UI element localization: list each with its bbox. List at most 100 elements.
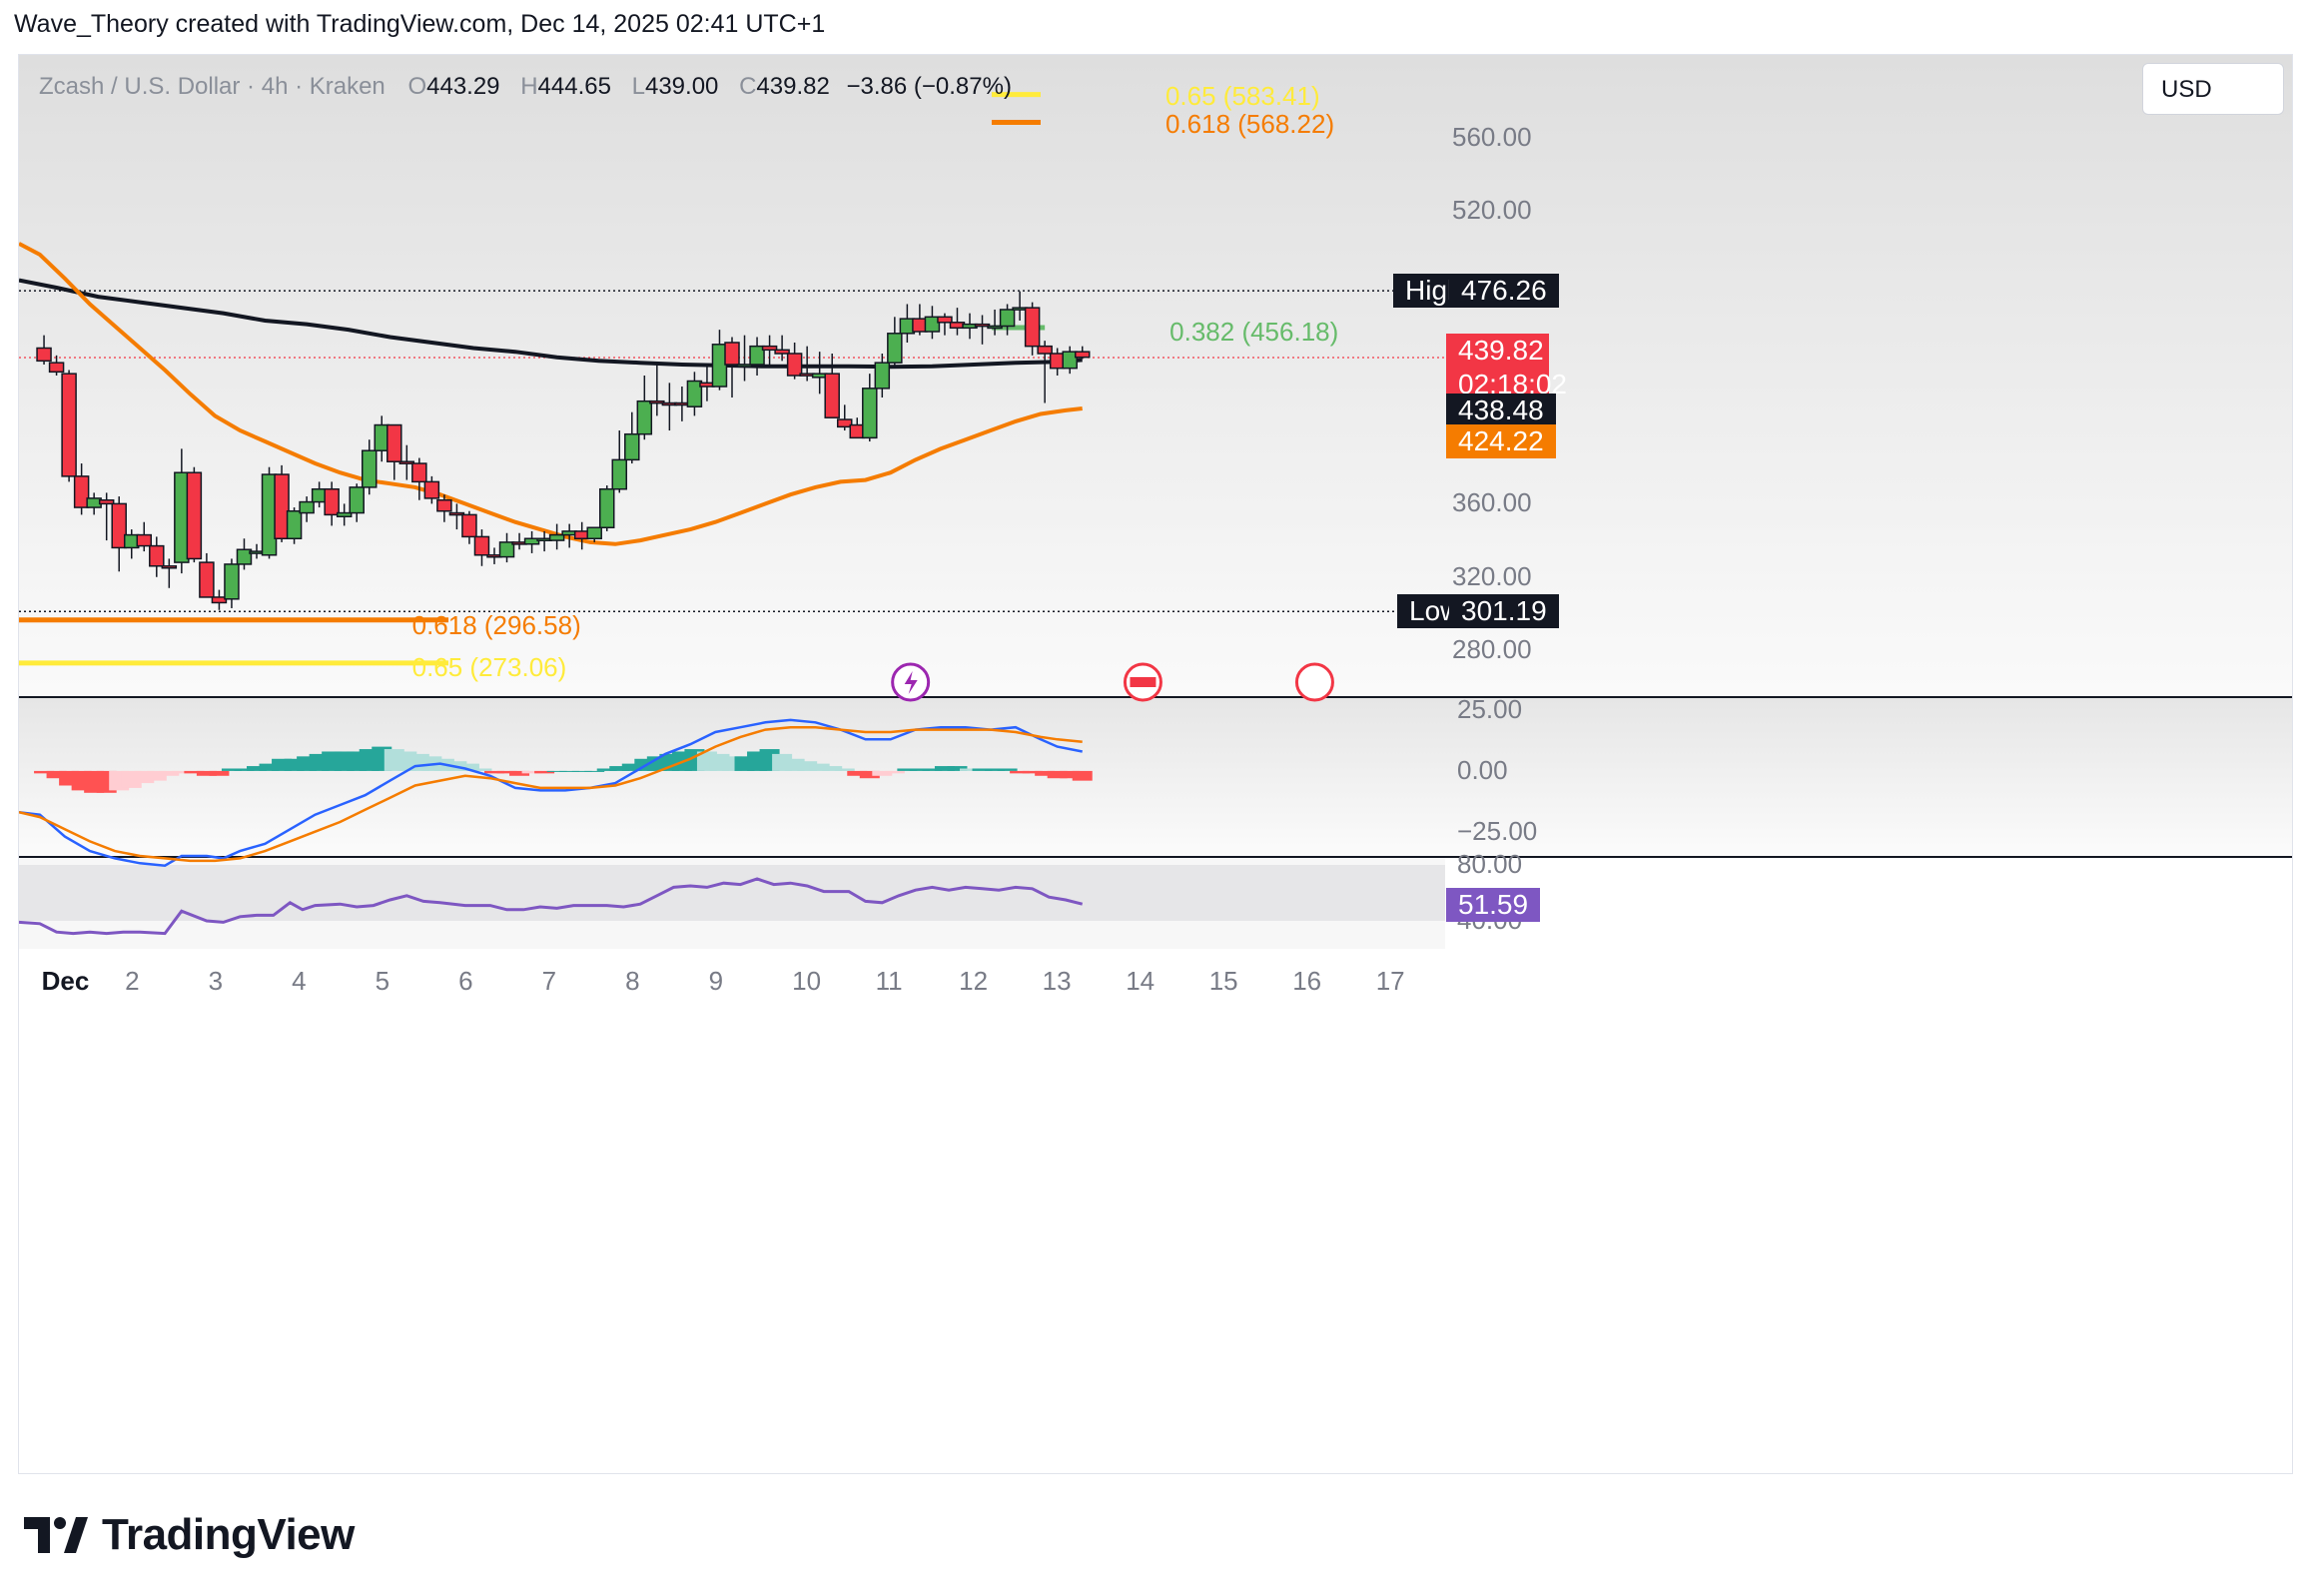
macd-line bbox=[19, 718, 1083, 867]
macd-histogram-bar bbox=[621, 763, 642, 771]
us-flag-stripes bbox=[1130, 677, 1156, 687]
high-value: 444.65 bbox=[537, 73, 611, 100]
macd-histogram-bar bbox=[596, 768, 617, 771]
candle-down bbox=[149, 544, 165, 567]
last-price-tag: 439.82 bbox=[1446, 333, 1549, 368]
candle-down bbox=[386, 423, 402, 462]
candle-up bbox=[236, 548, 253, 565]
macd-histogram-bar bbox=[496, 770, 517, 774]
macd-histogram-bar bbox=[1022, 770, 1043, 774]
rsi-band bbox=[19, 865, 1445, 921]
macd-histogram-bar bbox=[146, 770, 167, 781]
time-axis-label: 17 bbox=[1375, 966, 1405, 996]
candle-down bbox=[649, 399, 665, 404]
candle-down bbox=[937, 316, 953, 324]
macd-histogram-bar bbox=[1060, 770, 1081, 779]
macd-histogram-bar bbox=[972, 768, 993, 771]
candle-up bbox=[624, 432, 640, 461]
macd-histogram-bar bbox=[1035, 770, 1056, 776]
macd-histogram-bar bbox=[247, 766, 267, 771]
time-axis-label: 5 bbox=[375, 966, 390, 996]
candle-down bbox=[436, 498, 452, 512]
chart-frame[interactable]: Zcash / U.S. Dollar · 4h · Kraken O443.2… bbox=[18, 54, 2293, 1474]
macd-pane-background bbox=[19, 698, 2292, 856]
candle-down bbox=[48, 362, 65, 374]
macd-histogram-bar bbox=[458, 763, 479, 771]
candle-up bbox=[598, 487, 615, 528]
candle-up bbox=[586, 526, 602, 540]
candle-up bbox=[987, 325, 1003, 330]
macd-histogram-bar bbox=[46, 770, 67, 779]
time-axis-label: 16 bbox=[1292, 966, 1322, 996]
candle-down bbox=[98, 498, 115, 505]
candle-up bbox=[874, 362, 891, 390]
ma200-tag: 438.48 bbox=[1446, 394, 1556, 428]
candle-down bbox=[761, 345, 778, 352]
candle-down bbox=[1037, 345, 1053, 355]
ma50-line bbox=[19, 242, 1083, 546]
price-axis-label: 280.00 bbox=[1452, 634, 1532, 665]
macd-histogram-bar bbox=[884, 770, 905, 774]
currency-button[interactable]: USD bbox=[2142, 63, 2284, 115]
rsi-line bbox=[19, 877, 1084, 936]
candle-up bbox=[224, 563, 240, 600]
candle-down bbox=[1074, 351, 1091, 359]
candle-down bbox=[411, 462, 427, 483]
macd-histogram-bar bbox=[859, 770, 880, 779]
candle-up bbox=[636, 399, 653, 435]
macd-histogram-bar bbox=[221, 768, 242, 771]
candle-up bbox=[336, 511, 353, 517]
candle-up bbox=[299, 500, 315, 514]
candle-down bbox=[461, 513, 477, 538]
fib-0382-label: 0.382 (456.18) bbox=[1169, 317, 1339, 347]
macd-axis-label: 0.00 bbox=[1457, 754, 1508, 785]
macd-histogram-bar bbox=[997, 768, 1018, 771]
symbol-legend: Zcash / U.S. Dollar · 4h · Kraken O443.2… bbox=[39, 73, 1012, 101]
ma200-line bbox=[19, 278, 1083, 370]
tradingview-logo-icon bbox=[24, 1517, 88, 1553]
price-axis-label: 320.00 bbox=[1452, 560, 1532, 591]
brand-name: TradingView bbox=[102, 1510, 355, 1559]
close-value: 439.82 bbox=[756, 73, 830, 100]
fib-065-top-label: 0.65 (583.41) bbox=[1164, 81, 1320, 111]
candle-up bbox=[523, 537, 540, 545]
macd-histogram-bar bbox=[847, 770, 868, 776]
macd-histogram-bar bbox=[171, 770, 192, 774]
close-label: C bbox=[739, 73, 757, 100]
macd-histogram-bar bbox=[209, 770, 230, 776]
time-axis-label: 12 bbox=[959, 966, 989, 996]
chart-canvas[interactable] bbox=[19, 55, 2292, 1473]
macd-histogram-bar bbox=[259, 763, 280, 771]
candle-up bbox=[924, 316, 941, 333]
time-axis-label: 10 bbox=[792, 966, 822, 996]
open-value: 443.29 bbox=[426, 73, 500, 100]
macd-histogram-bar bbox=[797, 761, 818, 771]
macd-signal-line bbox=[19, 725, 1083, 863]
candle-down bbox=[274, 473, 290, 540]
low-value: 439.00 bbox=[644, 73, 719, 100]
lightning-bolt bbox=[904, 671, 918, 694]
macd-histogram-bar bbox=[534, 770, 555, 774]
candle-up bbox=[749, 345, 765, 366]
candle-up bbox=[999, 309, 1016, 328]
candle-down bbox=[786, 353, 803, 377]
macd-histogram-bar bbox=[947, 766, 968, 771]
time-axis-label: 2 bbox=[125, 966, 140, 996]
macd-histogram-bar bbox=[1072, 770, 1093, 781]
candle-down bbox=[974, 323, 991, 328]
high-label: H bbox=[520, 73, 538, 100]
candle-up bbox=[286, 509, 303, 540]
ma50-tag: 424.22 bbox=[1446, 423, 1556, 458]
candle-up bbox=[361, 449, 378, 488]
time-axis-label: 15 bbox=[1208, 966, 1238, 996]
candle-up bbox=[862, 388, 878, 439]
candle-down bbox=[111, 502, 127, 549]
macd-histogram-bar bbox=[559, 770, 580, 772]
candle-up bbox=[349, 486, 365, 514]
time-axis-label: 3 bbox=[208, 966, 224, 996]
candle-down bbox=[199, 561, 215, 598]
candle-up bbox=[548, 533, 565, 541]
macd-histogram-bar bbox=[584, 770, 605, 772]
tradingview-logo[interactable]: TradingView bbox=[24, 1510, 355, 1560]
macd-histogram-bar bbox=[834, 768, 855, 771]
